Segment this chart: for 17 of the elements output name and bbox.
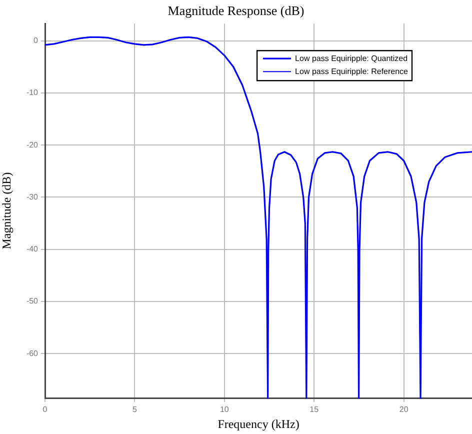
y-axis-title: Magnitude (dB) [0, 172, 14, 250]
y-tick-label: -10 [26, 88, 39, 98]
y-tick-label: -60 [26, 348, 39, 358]
y-tick-label: -20 [26, 140, 39, 150]
y-tick-label: -50 [26, 296, 39, 306]
chart-title: Magnitude Response (dB) [168, 3, 304, 18]
x-tick-label: 15 [310, 405, 320, 414]
legend-label: Low pass Equiripple: Quantized [295, 54, 408, 63]
y-tick-label: -40 [26, 244, 39, 254]
x-axis-title: Frequency (kHz) [218, 416, 300, 431]
x-tick-label: 20 [399, 405, 409, 414]
y-tick-label: -30 [26, 192, 39, 202]
x-tick-label: 5 [132, 405, 138, 414]
x-tick-label: 10 [220, 405, 230, 414]
legend-label: Low pass Equiripple: Reference [295, 66, 409, 76]
x-tick-label: 0 [42, 405, 48, 414]
y-tick-label: 0 [34, 36, 39, 46]
